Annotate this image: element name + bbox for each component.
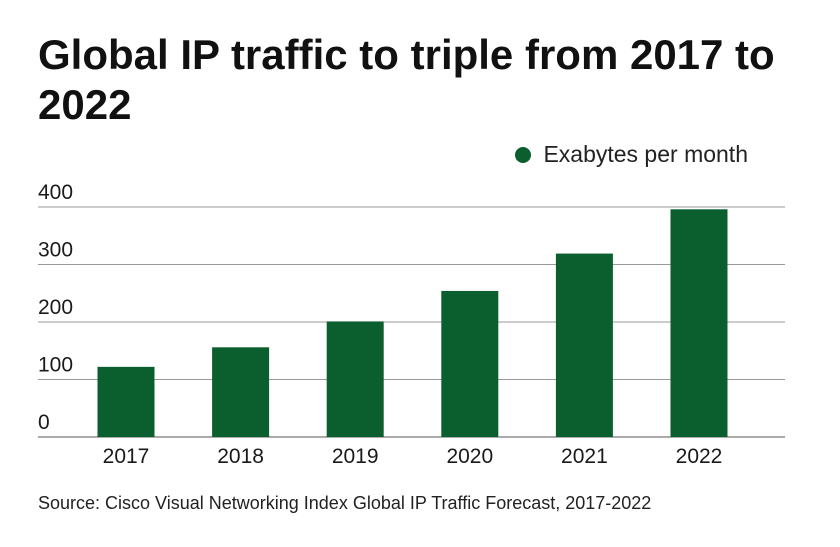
bar-2022: [670, 209, 728, 437]
x-tick-label: 2019: [332, 445, 379, 468]
x-tick-label: 2018: [217, 445, 264, 468]
bar-2021: [555, 253, 613, 437]
y-tick-label: 100: [38, 354, 73, 377]
legend-swatch: [515, 146, 532, 163]
y-tick-label: 200: [38, 296, 73, 319]
legend: Exabytes per month: [515, 141, 748, 168]
x-tick-label: 2021: [561, 445, 608, 468]
source-note: Source: Cisco Visual Networking Index Gl…: [38, 493, 652, 513]
bar-2019: [326, 321, 384, 437]
y-tick-label: 0: [38, 411, 50, 434]
y-tick-label: 400: [38, 181, 73, 204]
x-tick-label: 2022: [676, 445, 723, 468]
bar-2020: [441, 290, 499, 437]
legend-label: Exabytes per month: [543, 141, 748, 167]
x-tick-label: 2020: [446, 445, 493, 468]
chart-title: Global IP traffic to triple from 2017 to…: [38, 31, 775, 128]
bar-2018: [212, 347, 270, 437]
y-tick-label: 300: [38, 239, 73, 262]
x-tick-label: 2017: [103, 445, 150, 468]
bar-2017: [97, 366, 155, 437]
